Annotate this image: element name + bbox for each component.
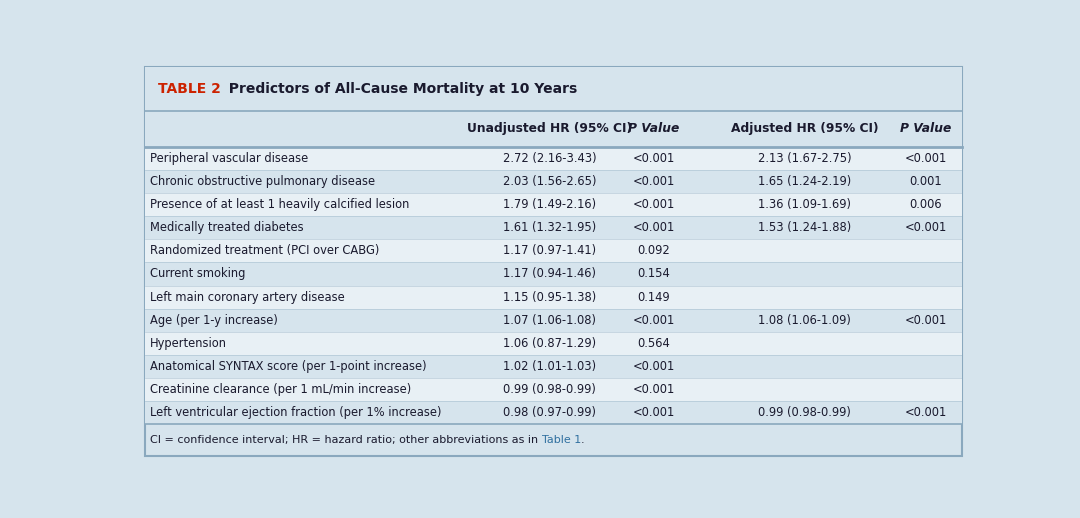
Text: 0.006: 0.006 [909,198,942,211]
Text: 2.13 (1.67-2.75): 2.13 (1.67-2.75) [758,152,851,165]
Text: 1.65 (1.24-2.19): 1.65 (1.24-2.19) [758,175,851,188]
Text: <0.001: <0.001 [905,314,947,327]
Bar [145,285,962,309]
Text: <0.001: <0.001 [633,198,675,211]
Bar [145,332,962,355]
Text: 1.79 (1.49-2.16): 1.79 (1.49-2.16) [503,198,596,211]
Text: Current smoking: Current smoking [150,267,245,280]
Text: Chronic obstructive pulmonary disease: Chronic obstructive pulmonary disease [150,175,375,188]
Text: 0.154: 0.154 [637,267,671,280]
Text: Presence of at least 1 heavily calcified lesion: Presence of at least 1 heavily calcified… [150,198,409,211]
Text: 0.99 (0.98-0.99): 0.99 (0.98-0.99) [503,383,596,396]
Text: 0.092: 0.092 [637,244,671,257]
Bar [145,193,962,216]
Text: Left ventricular ejection fraction (per 1% increase): Left ventricular ejection fraction (per … [150,406,442,419]
Bar [145,216,962,239]
Text: Creatinine clearance (per 1 mL/min increase): Creatinine clearance (per 1 mL/min incre… [150,383,411,396]
Text: Randomized treatment (PCI over CABG): Randomized treatment (PCI over CABG) [150,244,379,257]
Text: 0.564: 0.564 [637,337,671,350]
Text: P Value: P Value [901,122,951,135]
Text: 1.06 (0.87-1.29): 1.06 (0.87-1.29) [503,337,596,350]
Text: Age (per 1-y increase): Age (per 1-y increase) [150,314,278,327]
Bar [145,355,962,378]
Bar [145,378,962,401]
Text: CI = confidence interval; HR = hazard ratio; other abbreviations as in: CI = confidence interval; HR = hazard ra… [150,435,542,445]
Text: <0.001: <0.001 [905,221,947,234]
Text: 1.53 (1.24-1.88): 1.53 (1.24-1.88) [758,221,851,234]
Text: Left main coronary artery disease: Left main coronary artery disease [150,291,345,304]
Bar [145,309,962,332]
Text: 1.36 (1.09-1.69): 1.36 (1.09-1.69) [758,198,851,211]
Text: <0.001: <0.001 [633,406,675,419]
Text: 1.07 (1.06-1.08): 1.07 (1.06-1.08) [503,314,596,327]
Text: <0.001: <0.001 [633,221,675,234]
Text: <0.001: <0.001 [633,360,675,373]
Text: <0.001: <0.001 [633,383,675,396]
Bar [145,147,962,170]
Text: 1.02 (1.01-1.03): 1.02 (1.01-1.03) [503,360,596,373]
Text: Adjusted HR (95% CI): Adjusted HR (95% CI) [731,122,878,135]
Bar [145,401,962,424]
Text: 1.15 (0.95-1.38): 1.15 (0.95-1.38) [502,291,596,304]
Text: Anatomical SYNTAX score (per 1-point increase): Anatomical SYNTAX score (per 1-point inc… [150,360,427,373]
Text: .: . [581,435,584,445]
Text: 1.08 (1.06-1.09): 1.08 (1.06-1.09) [758,314,851,327]
Text: <0.001: <0.001 [633,175,675,188]
Bar [145,111,962,147]
Text: Table 1: Table 1 [542,435,581,445]
Text: <0.001: <0.001 [905,406,947,419]
Bar [145,170,962,193]
Text: 0.001: 0.001 [909,175,942,188]
Text: 1.17 (0.94-1.46): 1.17 (0.94-1.46) [503,267,596,280]
Text: Unadjusted HR (95% CI): Unadjusted HR (95% CI) [467,122,632,135]
Bar [145,67,962,111]
Text: <0.001: <0.001 [633,314,675,327]
Text: P Value: P Value [629,122,679,135]
Text: 0.98 (0.97-0.99): 0.98 (0.97-0.99) [503,406,596,419]
Text: 2.72 (2.16-3.43): 2.72 (2.16-3.43) [502,152,596,165]
Text: TABLE 2: TABLE 2 [159,82,221,96]
Text: 2.03 (1.56-2.65): 2.03 (1.56-2.65) [502,175,596,188]
Text: <0.001: <0.001 [633,152,675,165]
Text: Predictors of All-Cause Mortality at 10 Years: Predictors of All-Cause Mortality at 10 … [218,82,577,96]
Text: 0.149: 0.149 [637,291,671,304]
Text: Hypertension: Hypertension [150,337,227,350]
Text: 1.17 (0.97-1.41): 1.17 (0.97-1.41) [503,244,596,257]
Text: <0.001: <0.001 [905,152,947,165]
Text: 0.99 (0.98-0.99): 0.99 (0.98-0.99) [758,406,851,419]
Text: Medically treated diabetes: Medically treated diabetes [150,221,303,234]
Bar [145,263,962,285]
Bar [145,239,962,263]
Text: 1.61 (1.32-1.95): 1.61 (1.32-1.95) [502,221,596,234]
Text: Peripheral vascular disease: Peripheral vascular disease [150,152,308,165]
